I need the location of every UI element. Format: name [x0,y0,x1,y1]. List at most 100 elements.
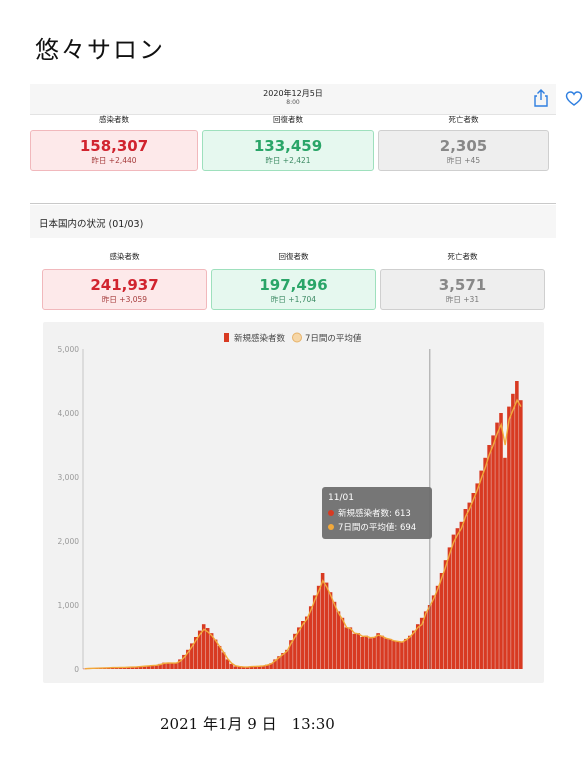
bar [392,640,396,669]
bar [162,662,166,669]
bar [289,640,293,669]
card-delta: 昨日 +1,704 [270,295,317,304]
bar [423,611,428,669]
bar [261,665,265,669]
bar [372,637,376,669]
cases-chart[interactable]: 新規感染者数 7日間の平均値 0 1,000 2,000 3,000 4,000 5,00… [43,322,544,683]
bar [178,659,182,669]
card-body: 2,305 昨日 +45 [378,130,549,171]
bar [158,663,162,669]
bar [233,666,238,669]
page-title: 悠々サロン [35,36,165,64]
bar [356,633,361,669]
card-delta: 昨日 +45 [446,156,481,165]
tooltip-dot-average [328,524,334,530]
card-label: 死亡者数 [447,252,478,261]
header-date: 2020年12月5日 [263,89,323,98]
bar [166,662,170,669]
legend-line-swatch [292,332,302,343]
chart-container: 新規感染者数 7日間の平均値 0 1,000 2,000 3,000 4,000 5,00… [43,322,544,683]
bar [138,666,143,669]
bar [443,560,448,669]
card-delta: 昨日 +3,059 [101,295,148,304]
tooltip-row-average: 7日間の平均値: 694 [338,522,416,533]
bar [499,413,503,669]
bar [435,585,440,669]
card-value: 241,937 [90,276,159,294]
bar [483,457,487,669]
bar [229,663,234,669]
card-value: 2,305 [439,137,488,155]
bar [336,611,341,669]
top-card-recovered: 回復者数 133,459 昨日 +2,421 [202,114,374,171]
top-card-infected: 感染者数 158,307 昨日 +2,440 [30,114,198,171]
bar [348,627,353,669]
card-label: 感染者数 [109,252,140,261]
bar [415,624,420,669]
card-value: 197,496 [259,276,328,294]
bar [431,595,436,669]
bar [455,528,460,669]
bar [404,638,408,669]
bar [134,666,139,669]
bar [388,638,392,669]
bar [396,641,400,669]
bar [245,667,250,669]
bar [447,547,452,669]
bar [360,637,365,669]
legend-line-label: 7日間の平均値 [305,333,362,344]
card-recovered: 回復者数 197,496 昨日 +1,704 [211,251,376,310]
legend-bars-swatch [224,333,229,342]
bar [344,627,349,669]
bar [205,628,210,669]
card-label: 感染者数 [99,115,129,124]
bar [503,457,507,669]
app-header: 2020年12月5日 8:00 [30,84,583,115]
bar [209,633,214,669]
bar [475,483,479,669]
card-label: 回復者数 [273,115,303,124]
card-value: 133,459 [253,137,323,155]
bar [312,595,317,669]
bar [201,624,206,669]
card-delta: 昨日 +31 [445,295,480,304]
bar [324,582,329,669]
share-icon[interactable] [532,88,550,108]
card-delta: 昨日 +2,421 [265,156,311,165]
bar [439,573,444,669]
tooltip-box [322,487,432,539]
bar [118,667,123,669]
bar [126,667,131,669]
y-tick-label: 1,000 [58,601,80,610]
bar [241,667,246,669]
bar [340,617,345,669]
card-body: 197,496 昨日 +1,704 [211,269,376,310]
bar [265,664,269,669]
bar [249,666,254,669]
bar [273,659,277,669]
bar [142,666,147,669]
heart-icon[interactable] [565,90,583,108]
bar [467,502,472,669]
bar [328,592,333,669]
bar [285,649,289,669]
card-value: 158,307 [79,137,149,155]
bar [253,666,258,669]
bar [380,635,384,669]
bar [412,630,416,669]
bar [364,635,369,669]
bar [293,633,297,669]
bar [130,666,135,669]
bar [257,666,261,669]
bar [83,668,87,670]
section-header: 日本国内の状況 (01/03) [30,205,556,238]
bar [491,435,495,669]
legend-bars-label: 新規感染者数 [234,333,286,344]
bar [459,521,464,669]
bar [419,617,424,669]
bar [463,509,468,669]
bar [221,652,226,669]
bar [515,381,519,669]
bar [154,665,158,669]
bar [400,642,404,669]
